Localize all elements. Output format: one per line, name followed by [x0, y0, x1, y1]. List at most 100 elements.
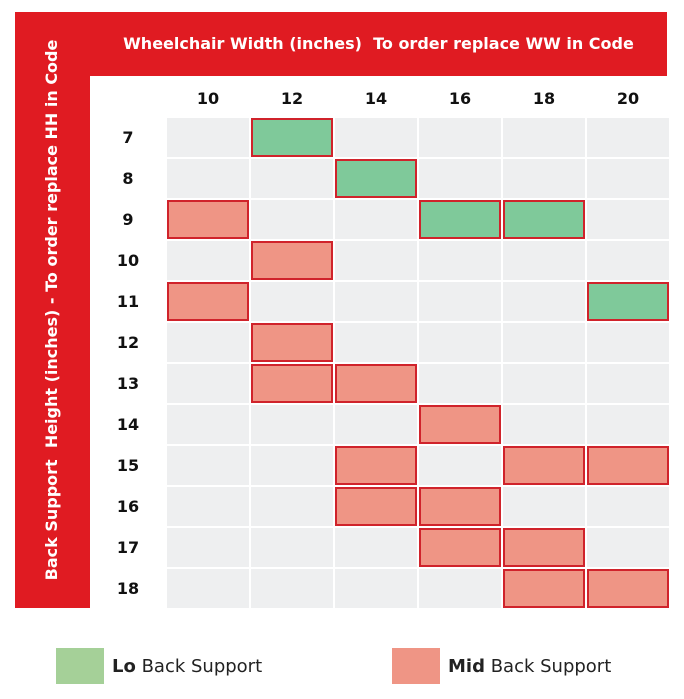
cell-mid-back-support [167, 282, 249, 321]
y-tick-label: 11 [116, 292, 140, 311]
cell-empty [419, 241, 501, 280]
legend-mid-label: Back Support [484, 655, 612, 677]
cell-empty [335, 118, 417, 157]
legend-lo-label: Back Support [135, 655, 263, 677]
cell-lo-back-support [503, 200, 585, 239]
cell-lo-back-support [335, 159, 417, 198]
cell-empty [167, 446, 249, 485]
cell-empty [167, 241, 249, 280]
cell-mid-back-support [167, 200, 249, 239]
cell-empty [251, 528, 333, 567]
cell-empty [419, 446, 501, 485]
cell-empty [503, 487, 585, 526]
y-tick-label: 8 [122, 169, 134, 188]
cell-empty [167, 118, 249, 157]
cell-empty [335, 282, 417, 321]
cell-empty [503, 405, 585, 444]
x-tick-label: 20 [616, 89, 640, 108]
cell-lo-back-support [251, 118, 333, 157]
y-tick-label: 12 [116, 333, 140, 352]
cell-empty [587, 118, 669, 157]
cell-lo-back-support [419, 200, 501, 239]
x-tick-label: 10 [196, 89, 220, 108]
cell-empty [503, 159, 585, 198]
side-band [15, 12, 90, 608]
x-tick-label: 14 [364, 89, 388, 108]
cell-mid-back-support [335, 487, 417, 526]
cell-empty [503, 241, 585, 280]
cell-empty [335, 241, 417, 280]
cell-empty [167, 323, 249, 362]
cell-empty [251, 405, 333, 444]
cell-empty [587, 487, 669, 526]
cell-empty [587, 364, 669, 403]
cell-empty [587, 323, 669, 362]
cell-empty [167, 364, 249, 403]
cell-mid-back-support [587, 569, 669, 608]
cell-empty [251, 569, 333, 608]
cell-empty [503, 364, 585, 403]
cell-mid-back-support [251, 323, 333, 362]
cell-mid-back-support [503, 446, 585, 485]
legend-lo: Lo Back Support [56, 648, 262, 684]
cell-empty [419, 159, 501, 198]
cell-empty [503, 323, 585, 362]
legend-swatch-lo [56, 648, 104, 684]
cell-empty [587, 200, 669, 239]
cell-empty [167, 569, 249, 608]
cell-empty [419, 569, 501, 608]
cell-empty [503, 118, 585, 157]
cell-empty [419, 364, 501, 403]
y-tick-label: 9 [122, 210, 134, 229]
x-axis-title: Wheelchair Width (inches) To order repla… [123, 34, 634, 53]
cell-mid-back-support [419, 528, 501, 567]
y-tick-label: 14 [116, 415, 140, 434]
cell-empty [419, 118, 501, 157]
x-tick-label: 18 [532, 89, 556, 108]
cell-mid-back-support [251, 364, 333, 403]
legend-mid: Mid Back Support [392, 648, 611, 684]
cell-empty [503, 282, 585, 321]
y-tick-label: 17 [116, 538, 140, 557]
cell-empty [419, 323, 501, 362]
cell-empty [335, 200, 417, 239]
cell-mid-back-support [335, 446, 417, 485]
cell-empty [335, 528, 417, 567]
cell-mid-back-support [419, 405, 501, 444]
cell-empty [167, 159, 249, 198]
legend-mid-bold: Mid [448, 655, 485, 677]
y-tick-label: 10 [116, 251, 140, 270]
cell-empty [587, 528, 669, 567]
cell-empty [335, 323, 417, 362]
header-band [15, 12, 667, 76]
cell-mid-back-support [419, 487, 501, 526]
cell-mid-back-support [335, 364, 417, 403]
y-tick-label: 18 [116, 579, 140, 598]
cell-empty [167, 487, 249, 526]
cell-empty [587, 241, 669, 280]
cell-empty [251, 159, 333, 198]
y-tick-label: 13 [116, 374, 140, 393]
cell-empty [335, 405, 417, 444]
y-tick-label: 7 [122, 128, 134, 147]
x-tick-label: 12 [280, 89, 304, 108]
legend-swatch-mid [392, 648, 440, 684]
cell-empty [251, 446, 333, 485]
cell-empty [167, 405, 249, 444]
cell-empty [251, 282, 333, 321]
cell-empty [251, 487, 333, 526]
cell-mid-back-support [251, 241, 333, 280]
cell-empty [167, 528, 249, 567]
cell-lo-back-support [587, 282, 669, 321]
cell-empty [335, 569, 417, 608]
cell-empty [587, 159, 669, 198]
y-tick-label: 16 [116, 497, 140, 516]
cell-mid-back-support [503, 569, 585, 608]
cell-mid-back-support [587, 446, 669, 485]
cell-mid-back-support [503, 528, 585, 567]
cell-empty [251, 200, 333, 239]
legend-lo-bold: Lo [112, 655, 136, 677]
cell-empty [419, 282, 501, 321]
y-tick-label: 15 [116, 456, 140, 475]
